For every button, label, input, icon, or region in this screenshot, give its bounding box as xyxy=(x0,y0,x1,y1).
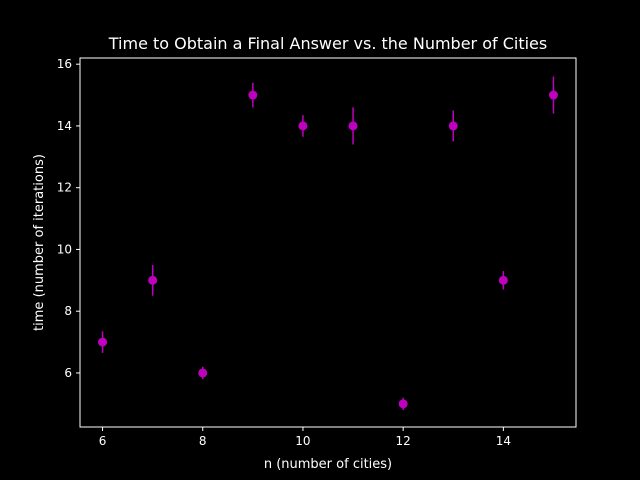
data-point xyxy=(148,275,158,285)
y-tick-label: 10 xyxy=(57,242,72,256)
data-point xyxy=(98,337,108,347)
x-tick-label: 8 xyxy=(199,434,207,448)
y-tick-label: 8 xyxy=(64,304,72,318)
y-axis-label: time (number of iterations) xyxy=(32,154,47,331)
x-axis-label: n (number of cities) xyxy=(264,457,392,472)
data-point xyxy=(348,121,358,131)
x-tick-label: 14 xyxy=(496,434,511,448)
data-point xyxy=(298,121,308,131)
data-point xyxy=(198,368,208,378)
plot-area: 6 8 10 12 14 6 8 10 12 14 16 xyxy=(57,57,558,448)
y-tick-label: 12 xyxy=(57,181,72,195)
data-point xyxy=(398,399,408,409)
x-tick-label: 10 xyxy=(295,434,310,448)
chart-title: Time to Obtain a Final Answer vs. the Nu… xyxy=(108,34,547,53)
y-tick-label: 6 xyxy=(64,366,72,380)
x-tick-label: 6 xyxy=(99,434,107,448)
data-point xyxy=(448,121,458,131)
data-point xyxy=(498,275,508,285)
plot-frame xyxy=(79,57,577,428)
y-tick-label: 16 xyxy=(57,57,72,71)
data-point xyxy=(248,90,258,100)
x-tick-label: 12 xyxy=(396,434,411,448)
y-tick-label: 14 xyxy=(57,119,72,133)
data-point xyxy=(548,90,558,100)
